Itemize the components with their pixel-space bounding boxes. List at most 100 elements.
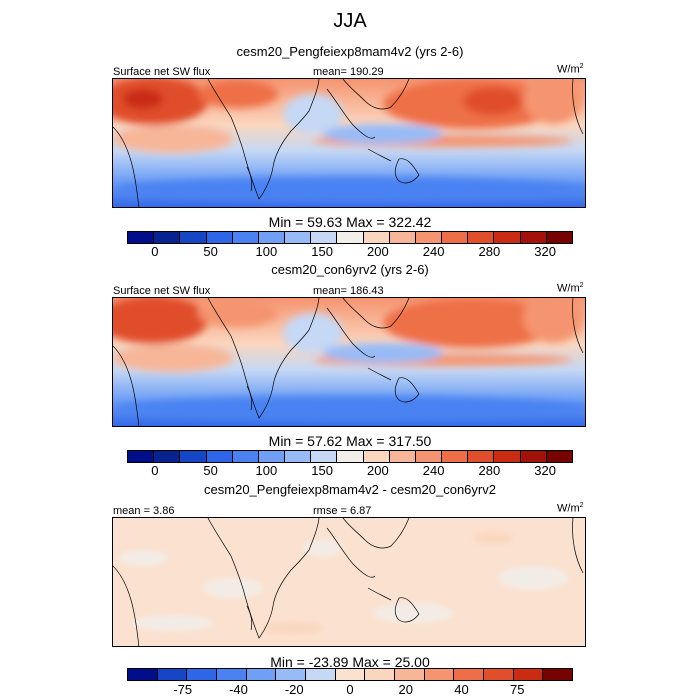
panel1-colorbar bbox=[127, 231, 573, 244]
colorbar-tick: 320 bbox=[534, 463, 556, 478]
colorbar-swatch bbox=[513, 669, 544, 680]
panel2-variable-label: Surface net SW flux bbox=[113, 285, 211, 297]
colorbar-swatch bbox=[232, 232, 259, 243]
colorbar-tick: 200 bbox=[367, 463, 389, 478]
colorbar-tick: 200 bbox=[367, 244, 389, 259]
colorbar-tick: 40 bbox=[454, 682, 469, 697]
colorbar-tick: 50 bbox=[203, 463, 218, 478]
colorbar-tick: -40 bbox=[229, 682, 248, 697]
panel1-units-label: W/m2 bbox=[557, 63, 584, 76]
colorbar-swatch bbox=[546, 232, 572, 243]
colorbar-tick: 0 bbox=[151, 463, 159, 478]
panel3-coastlines bbox=[113, 518, 584, 646]
colorbar-swatch bbox=[494, 232, 521, 243]
colorbar-swatch bbox=[415, 232, 443, 243]
colorbar-swatch bbox=[520, 451, 547, 462]
colorbar-swatch bbox=[543, 669, 573, 680]
panel1-coastlines bbox=[113, 79, 584, 207]
colorbar-swatch bbox=[285, 451, 312, 462]
panel2-field-features bbox=[113, 298, 585, 420]
panel3-rmse-label: rmse = 6.87 bbox=[313, 505, 372, 517]
colorbar-swatch bbox=[546, 451, 572, 462]
colorbar-swatch bbox=[157, 669, 188, 680]
colorbar-swatch bbox=[395, 669, 425, 680]
colorbar-tick: 0 bbox=[151, 244, 159, 259]
colorbar-tick: 100 bbox=[255, 244, 278, 259]
colorbar-tick: 280 bbox=[478, 244, 501, 259]
panel1-map bbox=[112, 78, 586, 208]
colorbar-swatch bbox=[484, 669, 514, 680]
colorbar-swatch bbox=[187, 669, 218, 680]
colorbar-tick: 240 bbox=[422, 244, 445, 259]
panel2-map bbox=[112, 297, 586, 427]
colorbar-swatch bbox=[276, 669, 307, 680]
colorbar-swatch bbox=[468, 451, 495, 462]
panel3-colorbar-ticks: -75 -40 -20 0 20 40 75 bbox=[127, 682, 573, 698]
panel1-title: cesm20_Pengfeiexp8mam4v2 (yrs 2-6) bbox=[236, 44, 464, 59]
panel2-title: cesm20_con6yrv2 (yrs 2-6) bbox=[271, 262, 429, 277]
panel3-colorbar bbox=[127, 668, 573, 681]
colorbar-tick: 50 bbox=[203, 244, 218, 259]
colorbar-swatch bbox=[258, 232, 286, 243]
panel2-units-label: W/m2 bbox=[557, 282, 584, 295]
panel1-minmax: Min = 59.63 Max = 322.42 bbox=[268, 214, 432, 230]
colorbar-swatch bbox=[494, 451, 521, 462]
colorbar-swatch bbox=[311, 451, 338, 462]
colorbar-swatch bbox=[180, 232, 207, 243]
panel1-mean-label: mean= 190.29 bbox=[313, 66, 384, 78]
colorbar-swatch bbox=[415, 451, 443, 462]
colorbar-swatch bbox=[154, 451, 181, 462]
colorbar-swatch bbox=[128, 451, 155, 462]
colorbar-tick: 0 bbox=[346, 682, 354, 697]
colorbar-tick: 150 bbox=[311, 463, 333, 478]
panel2-coastlines bbox=[113, 298, 584, 426]
colorbar-swatch bbox=[468, 232, 495, 243]
colorbar-swatch bbox=[389, 451, 416, 462]
colorbar-swatch bbox=[154, 232, 181, 243]
colorbar-tick: 75 bbox=[510, 682, 525, 697]
colorbar-swatch bbox=[363, 232, 390, 243]
colorbar-swatch bbox=[442, 451, 469, 462]
colorbar-swatch bbox=[217, 669, 247, 680]
colorbar-swatch bbox=[128, 669, 158, 680]
colorbar-tick: 240 bbox=[422, 463, 445, 478]
colorbar-tick: 280 bbox=[478, 463, 501, 478]
colorbar-swatch bbox=[306, 669, 336, 680]
colorbar-swatch bbox=[335, 669, 366, 680]
panel2-colorbar bbox=[127, 450, 573, 463]
panel3-field-features bbox=[118, 532, 568, 634]
colorbar-swatch bbox=[206, 232, 233, 243]
colorbar-swatch bbox=[424, 669, 455, 680]
panel2-minmax: Min = 57.62 Max = 317.50 bbox=[268, 433, 432, 449]
panel2-map-svg bbox=[113, 298, 585, 426]
colorbar-swatch bbox=[246, 669, 277, 680]
colorbar-swatch bbox=[180, 451, 207, 462]
panel3-map-svg bbox=[113, 518, 585, 646]
colorbar-swatch bbox=[206, 451, 233, 462]
panel3-units-label: W/m2 bbox=[557, 502, 584, 515]
colorbar-swatch bbox=[128, 232, 155, 243]
panel3-map bbox=[112, 517, 586, 647]
colorbar-tick: 320 bbox=[534, 244, 556, 259]
colorbar-tick: -75 bbox=[173, 682, 193, 697]
colorbar-tick: -20 bbox=[284, 682, 304, 697]
panel3-mean-label: mean = 3.86 bbox=[113, 505, 175, 517]
colorbar-swatch bbox=[363, 451, 390, 462]
panel1-colorbar-ticks: 0 50 100 150 200 240 280 320 bbox=[127, 244, 573, 260]
colorbar-swatch bbox=[337, 451, 364, 462]
colorbar-swatch bbox=[454, 669, 485, 680]
panel1-variable-label: Surface net SW flux bbox=[113, 66, 211, 78]
colorbar-swatch bbox=[311, 232, 338, 243]
colorbar-swatch bbox=[442, 232, 469, 243]
colorbar-tick: 100 bbox=[255, 463, 278, 478]
panel1-map-svg bbox=[113, 79, 585, 207]
colorbar-swatch bbox=[520, 232, 547, 243]
colorbar-tick: 150 bbox=[311, 244, 333, 259]
panel3-minmax: Min = -23.89 Max = 25.00 bbox=[270, 654, 430, 670]
colorbar-swatch bbox=[285, 232, 312, 243]
panel2-mean-label: mean= 186.43 bbox=[313, 285, 384, 297]
colorbar-swatch bbox=[232, 451, 259, 462]
figure-title: JJA bbox=[333, 10, 367, 32]
panel3-title: cesm20_Pengfeiexp8mam4v2 - cesm20_con6yr… bbox=[204, 482, 496, 497]
colorbar-swatch bbox=[258, 451, 286, 462]
